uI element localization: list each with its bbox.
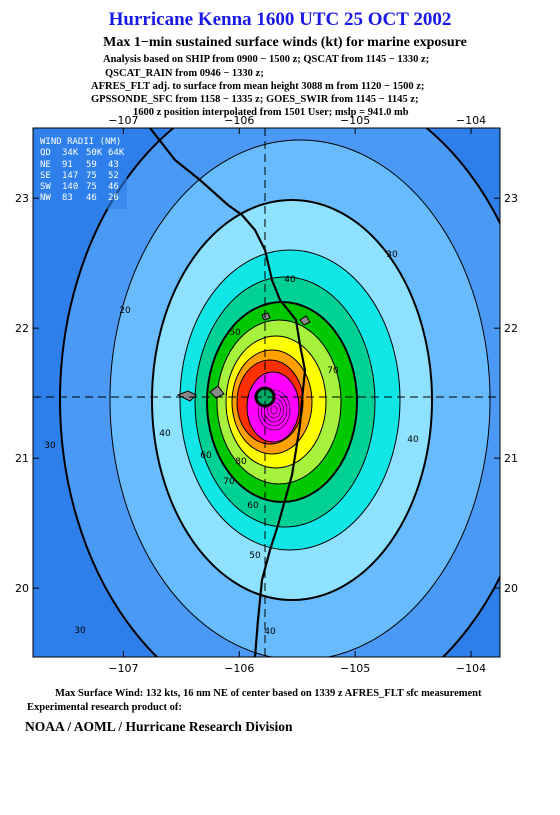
contour-label: 60 bbox=[200, 451, 212, 461]
radii-header: 50K bbox=[86, 148, 103, 158]
subtitle: Max 1−min sustained surface winds (kt) f… bbox=[103, 35, 467, 50]
radii-cell: SW bbox=[40, 182, 51, 192]
contour-label: 40 bbox=[407, 435, 419, 445]
contour-label: 60 bbox=[247, 501, 259, 511]
note: GPSSONDE_SFC from 1158 − 1335 z; GOES_SW… bbox=[91, 94, 418, 105]
note: QSCAT_RAIN from 0946 − 1330 z; bbox=[105, 68, 264, 79]
wind-contour bbox=[246, 371, 300, 443]
radii-cell: NW bbox=[40, 193, 51, 203]
note: Analysis based on SHIP from 0900 − 1500 … bbox=[103, 54, 429, 65]
footer-note: Max Surface Wind: 132 kts, 16 nm NE of c… bbox=[55, 688, 482, 699]
x-tick-label: −106 bbox=[224, 662, 254, 675]
wind-contour bbox=[257, 389, 291, 431]
contour-label: 20 bbox=[119, 306, 131, 316]
x-tick-label: −104 bbox=[456, 662, 486, 675]
radii-cell: 140 bbox=[62, 182, 78, 192]
radii-cell: 46 bbox=[108, 182, 119, 192]
radii-header: 64K bbox=[108, 148, 125, 158]
x-tick-label: −105 bbox=[340, 114, 370, 127]
footer-note: Experimental research product of: bbox=[27, 702, 182, 713]
contour-label: 50 bbox=[249, 551, 261, 561]
radii-title: WIND RADII (NM) bbox=[40, 137, 121, 147]
radii-cell: 147 bbox=[62, 171, 78, 181]
contour-label: 70 bbox=[223, 477, 235, 487]
y-tick-label: 21 bbox=[15, 452, 29, 465]
contour-label: 30 bbox=[74, 626, 86, 636]
x-tick-label: −106 bbox=[224, 114, 254, 127]
x-tick-label: −107 bbox=[108, 662, 138, 675]
note: AFRES_FLT adj. to surface from mean heig… bbox=[91, 81, 424, 92]
organization: NOAA / AOML / Hurricane Research Divisio… bbox=[25, 719, 293, 734]
contour-label: 50 bbox=[229, 328, 241, 338]
contour-label: 70 bbox=[327, 366, 339, 376]
y-tick-label: 22 bbox=[15, 322, 29, 335]
radii-cell: 59 bbox=[86, 160, 97, 170]
y-tick-label: 20 bbox=[15, 582, 29, 595]
note: 1600 z position interpolated from 1501 U… bbox=[133, 107, 409, 118]
x-tick-label: −105 bbox=[340, 662, 370, 675]
radii-cell: 43 bbox=[108, 160, 119, 170]
wind-contour bbox=[270, 405, 278, 415]
contour-label: 80 bbox=[235, 457, 247, 467]
contour-label: 30 bbox=[44, 441, 56, 451]
radii-cell: 26 bbox=[108, 193, 119, 203]
x-tick-label: −107 bbox=[108, 114, 138, 127]
y-tick-label: 23 bbox=[504, 192, 518, 205]
y-tick-label: 20 bbox=[504, 582, 518, 595]
radii-cell: SE bbox=[40, 171, 51, 181]
radii-cell: NE bbox=[40, 160, 51, 170]
radii-header: 34K bbox=[62, 148, 79, 158]
radii-cell: 46 bbox=[86, 193, 97, 203]
radii-cell: 83 bbox=[62, 193, 73, 203]
y-tick-label: 23 bbox=[15, 192, 29, 205]
y-tick-label: 22 bbox=[504, 322, 518, 335]
radii-cell: 52 bbox=[108, 171, 119, 181]
contour-label: 40 bbox=[284, 275, 296, 285]
radii-cell: 75 bbox=[86, 171, 97, 181]
title: Hurricane Kenna 1600 UTC 25 OCT 2002 bbox=[109, 9, 452, 30]
contour-label: 40 bbox=[159, 429, 171, 439]
contour-label: 30 bbox=[386, 250, 398, 260]
contour-label: 40 bbox=[264, 627, 276, 637]
y-tick-label: 21 bbox=[504, 452, 518, 465]
radii-cell: 91 bbox=[62, 160, 73, 170]
x-tick-label: −104 bbox=[456, 114, 486, 127]
map-frame bbox=[32, 127, 501, 658]
radii-header: QD bbox=[40, 148, 51, 158]
radii-cell: 75 bbox=[86, 182, 97, 192]
